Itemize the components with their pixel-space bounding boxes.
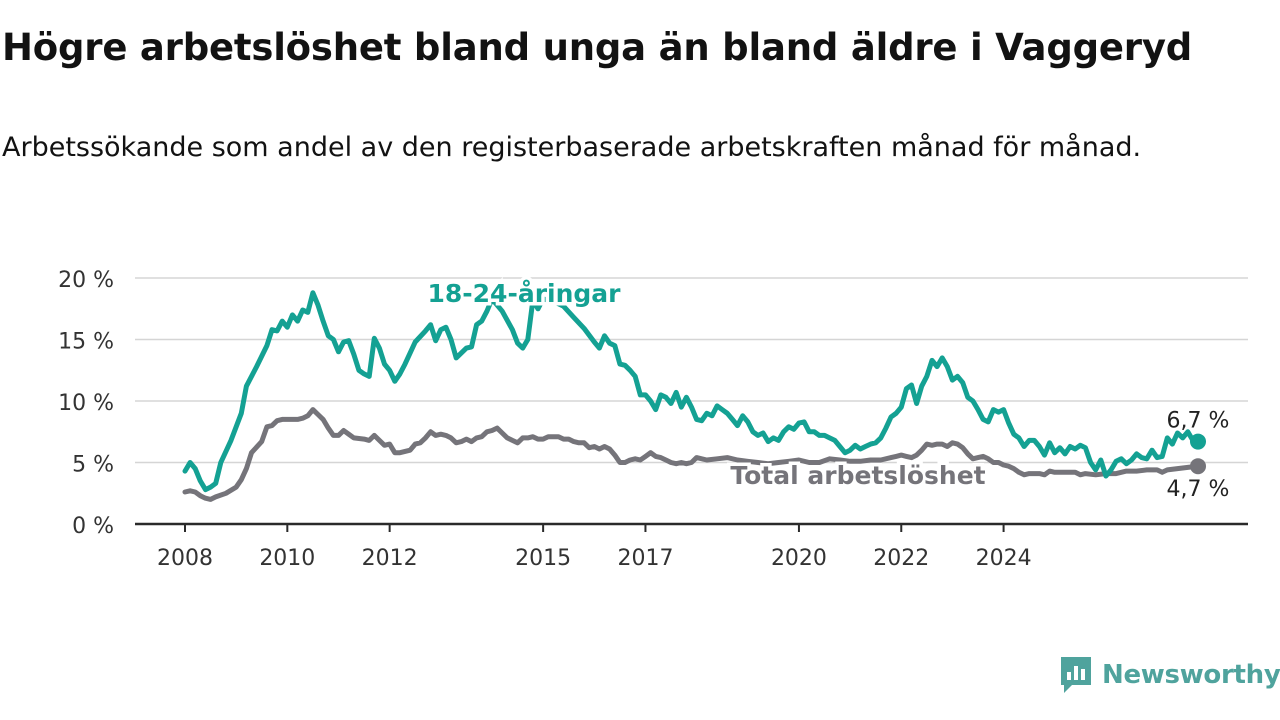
x-tick-label: 2022 [873,546,929,571]
y-tick-label: 20 % [58,268,114,293]
series-line-total [182,407,1201,502]
series-labels: 4,7 % 6,7 % 18-24-åringar Total arbetslöshe… [424,276,1230,503]
logo-bar [1067,672,1071,680]
x-axis: 2008 2010 2012 2015 2017 2020 2022 2024 [135,522,1248,571]
y-tick-label: 10 % [58,391,114,416]
page-title: Högre arbetslöshet bland unga än bland ä… [2,26,1193,69]
brand-logo: Newsworthy [1058,652,1280,698]
end-marker-youth [1190,433,1206,450]
y-tick-label: 0 % [72,514,114,539]
x-tick-label: 2024 [976,546,1032,571]
x-tick-label: 2008 [157,546,213,571]
x-tick-label: 2012 [362,546,418,571]
grid-lines [135,277,1248,464]
logo-bar [1081,669,1085,680]
series-label-total: Total arbetslöshet [730,461,985,490]
end-marker-total [1190,458,1206,475]
x-tick-label: 2015 [515,546,571,571]
y-tick-label: 15 % [58,330,114,355]
x-tick-label: 2010 [259,546,315,571]
page-subtitle: Arbetssökande som andel av den registerb… [2,132,1142,163]
series-label-youth: 18-24-åringar [428,279,622,308]
y-tick-label: 5 % [72,453,114,478]
x-tick-label: 2020 [771,546,827,571]
y-axis-tick-labels: 0 % 5 % 10 % 15 % 20 % [58,268,114,539]
series-lines [182,290,1206,502]
logo-bar [1074,666,1078,680]
x-tick-label: 2017 [617,546,673,571]
brand-name: Newsworthy [1102,660,1280,690]
end-label-total: 4,7 % [1167,477,1230,502]
series-line-youth [182,290,1201,493]
end-label-youth: 6,7 % [1167,409,1230,434]
newsworthy-logo-icon [1061,657,1091,693]
